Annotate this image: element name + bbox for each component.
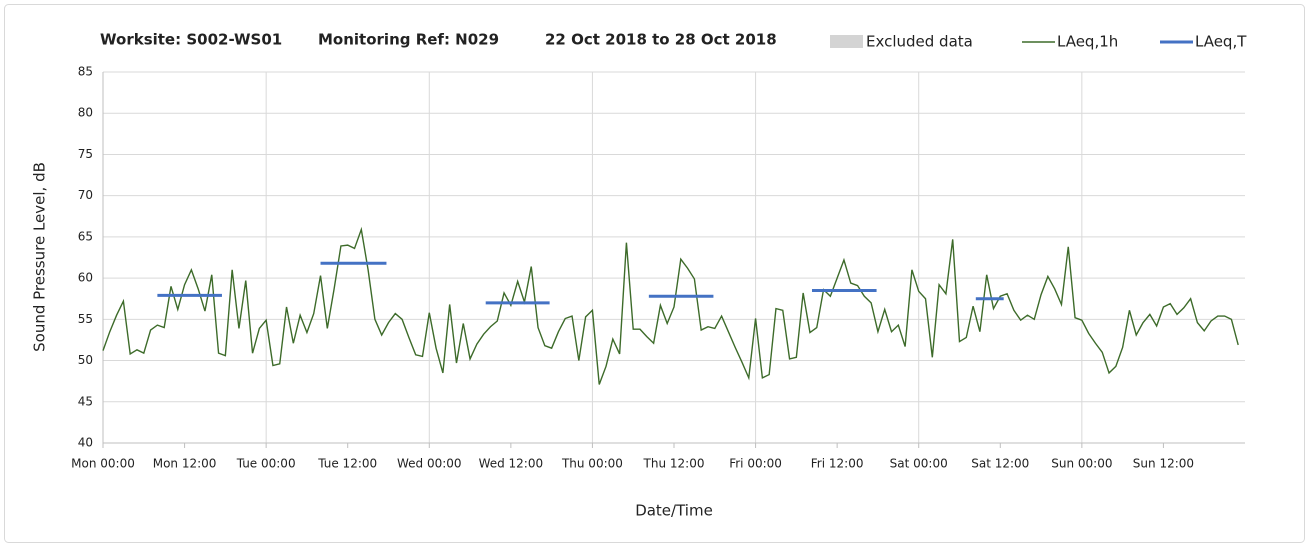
y-tick-label: 45 [78, 394, 93, 408]
x-tick-label: Thu 12:00 [643, 457, 705, 471]
legend-swatch [830, 35, 863, 48]
x-tick-label: Mon 00:00 [71, 457, 135, 471]
y-tick-label: 50 [78, 353, 93, 367]
chart-title: Monitoring Ref: N029 [318, 31, 499, 49]
y-tick-label: 75 [78, 147, 93, 161]
y-tick-label: 55 [78, 312, 93, 326]
x-tick-label: Tue 12:00 [317, 457, 377, 471]
data-line [102, 226, 1239, 385]
x-tick-label: Sat 00:00 [890, 457, 948, 471]
legend-label: LAeq,T [1195, 33, 1247, 51]
y-tick-label: 85 [78, 65, 93, 79]
x-tick-label: Fri 12:00 [811, 457, 864, 471]
x-tick-label: Tue 00:00 [236, 457, 296, 471]
legend-label: LAeq,1h [1057, 33, 1118, 51]
x-tick-label: Sun 00:00 [1051, 457, 1112, 471]
y-tick-label: 80 [78, 106, 93, 120]
x-tick-label: Sat 12:00 [971, 457, 1029, 471]
y-tick-label: 65 [78, 229, 93, 243]
x-tick-label: Sun 12:00 [1133, 457, 1194, 471]
chart-title: Worksite: S002-WS01 [100, 31, 282, 49]
chart-frame [4, 4, 1305, 543]
x-tick-label: Thu 00:00 [561, 457, 623, 471]
x-tick-label: Fri 00:00 [729, 457, 782, 471]
y-tick-label: 40 [78, 436, 93, 450]
y-tick-label: 70 [78, 188, 93, 202]
x-tick-label: Wed 00:00 [397, 457, 462, 471]
x-axis-label: Date/Time [635, 502, 713, 520]
x-tick-label: Mon 12:00 [153, 457, 217, 471]
chart-title: 22 Oct 2018 to 28 Oct 2018 [545, 31, 777, 49]
y-tick-label: 60 [78, 271, 93, 285]
x-tick-label: Wed 12:00 [479, 457, 544, 471]
y-axis-label: Sound Pressure Level, dB [31, 162, 49, 352]
legend-label: Excluded data [866, 33, 973, 51]
